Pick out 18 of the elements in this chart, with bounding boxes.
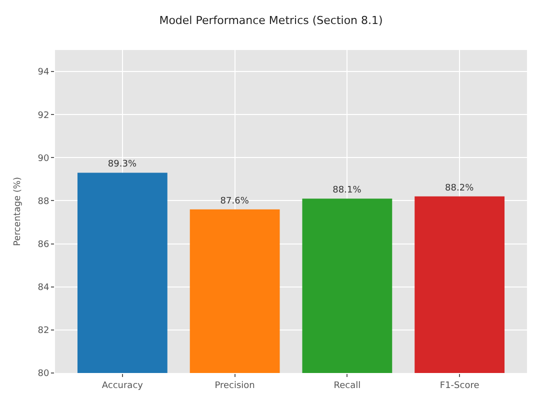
y-tick-label: 94	[38, 68, 50, 78]
data-label: 87.6%	[220, 196, 250, 206]
y-tick-label: 80	[38, 369, 50, 380]
y-tick-label: 82	[38, 326, 50, 336]
y-tick-label: 90	[38, 154, 50, 164]
data-label: 89.3%	[108, 160, 137, 170]
x-tick-label: Recall	[334, 380, 361, 391]
y-tick-label: 92	[38, 110, 50, 121]
y-tick-label: 86	[38, 240, 50, 250]
data-label: 88.1%	[332, 186, 362, 196]
y-tick-label: 88	[38, 196, 50, 207]
y-axis-title: Percentage (%)	[13, 176, 24, 246]
x-tick-label: Precision	[214, 380, 255, 391]
chart-title: Model Performance Metrics (Section 8.1)	[159, 14, 383, 27]
x-tick-label: F1-Score	[440, 380, 480, 391]
y-tick-label: 84	[38, 283, 50, 294]
data-label: 88.2%	[445, 183, 474, 194]
x-tick-label: Accuracy	[102, 380, 144, 391]
